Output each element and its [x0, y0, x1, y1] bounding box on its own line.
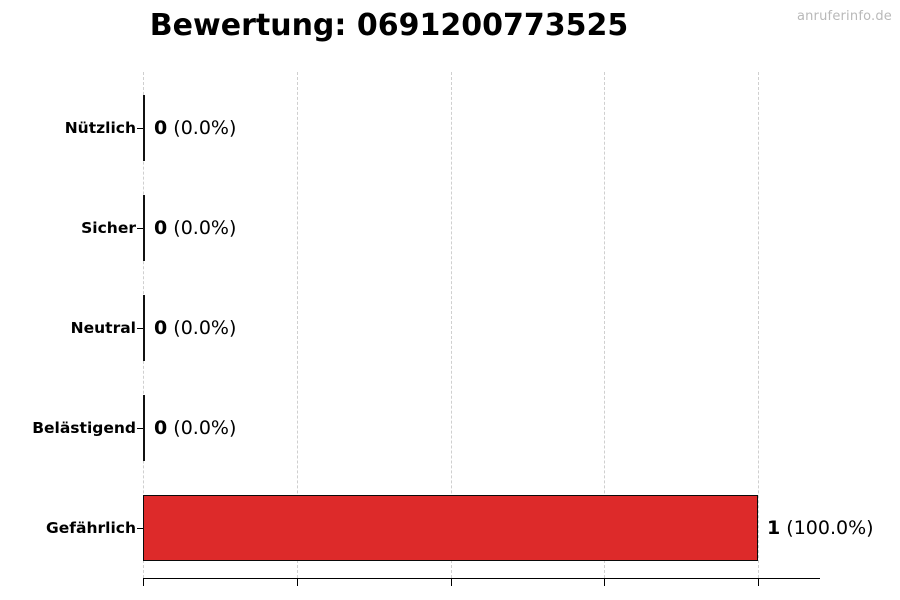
- value-label-nuetzlich: 0 (0.0%): [154, 117, 236, 139]
- y-tick-mark: [137, 228, 143, 229]
- value-percent: (100.0%): [786, 517, 874, 539]
- value-count: 0: [154, 317, 168, 339]
- chart-title: Bewertung: 0691200773525: [149, 8, 629, 43]
- y-axis-label-nuetzlich: Nützlich: [64, 119, 136, 137]
- y-axis-label-belaestigend: Belästigend: [32, 419, 136, 437]
- value-percent: (0.0%): [173, 117, 237, 139]
- gridline-2: [451, 72, 452, 578]
- gridline-1: [297, 72, 298, 578]
- y-axis-label-sicher: Sicher: [81, 219, 136, 237]
- y-tick-mark: [137, 428, 143, 429]
- value-percent: (0.0%): [173, 317, 237, 339]
- value-percent: (0.0%): [173, 417, 237, 439]
- y-axis-label-gefaehrlich: Gefährlich: [46, 519, 136, 537]
- y-tick-mark: [137, 128, 143, 129]
- value-label-gefaehrlich: 1 (100.0%): [767, 517, 874, 539]
- gridline-3: [604, 72, 605, 578]
- x-tick-0: [143, 579, 144, 586]
- gridline-4: [758, 72, 759, 578]
- x-tick-2: [451, 579, 452, 586]
- value-label-belaestigend: 0 (0.0%): [154, 417, 236, 439]
- y-axis-label-neutral: Neutral: [70, 319, 136, 337]
- y-tick-mark: [137, 528, 143, 529]
- value-percent: (0.0%): [173, 217, 237, 239]
- watermark-label: anruferinfo.de: [796, 9, 892, 24]
- x-tick-3: [604, 579, 605, 586]
- bar-neutral[interactable]: [143, 295, 145, 361]
- value-label-neutral: 0 (0.0%): [154, 317, 236, 339]
- x-tick-1: [297, 579, 298, 586]
- x-axis: [143, 578, 820, 586]
- value-count: 0: [154, 417, 168, 439]
- bar-belaestigend[interactable]: [143, 395, 145, 461]
- x-tick-4: [758, 579, 759, 586]
- value-label-sicher: 0 (0.0%): [154, 217, 236, 239]
- value-count: 0: [154, 117, 168, 139]
- bar-nuetzlich[interactable]: [143, 95, 145, 161]
- value-count: 1: [767, 517, 781, 539]
- bar-gefaehrlich[interactable]: [143, 495, 758, 561]
- bar-sicher[interactable]: [143, 195, 145, 261]
- value-count: 0: [154, 217, 168, 239]
- y-tick-mark: [137, 328, 143, 329]
- plot-area: [137, 72, 759, 578]
